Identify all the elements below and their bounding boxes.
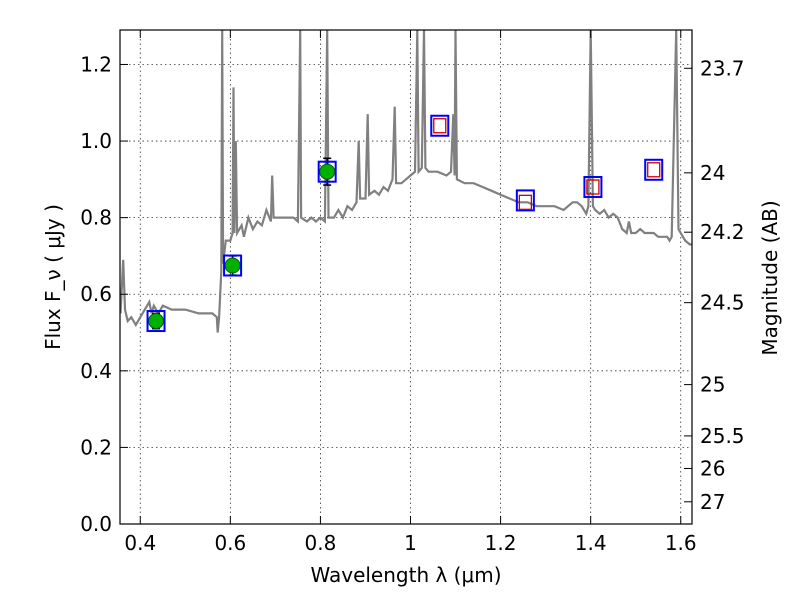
model-photometry-box xyxy=(430,114,450,137)
right-tick-label: 25 xyxy=(700,373,725,397)
axis-ticks: 0.4 0.6 0.8 1 1.2 1.4 1.6 0.0 0.2 0.4 0.6 0.8 1.0 1.2… xyxy=(80,30,745,555)
y-tick-label: 0.0 xyxy=(80,512,112,536)
x-tick-label: 1.2 xyxy=(485,531,517,555)
model-photometry-box xyxy=(317,160,337,183)
y-tick-label: 1.2 xyxy=(80,52,112,76)
right-tick-label: 25.5 xyxy=(700,424,745,448)
y-tick-label: 1.0 xyxy=(80,129,112,153)
measured-point xyxy=(148,313,165,330)
model-spectrum xyxy=(120,30,692,333)
right-tick-label: 24 xyxy=(700,161,725,185)
measured-point xyxy=(224,257,241,274)
upper-limit-box xyxy=(586,179,600,195)
model-photometry-box xyxy=(146,310,166,333)
right-axis-label: Magnitude (AB) xyxy=(758,200,782,355)
y-tick-label: 0.2 xyxy=(80,435,112,459)
right-tick-label: 27 xyxy=(700,490,725,514)
y-tick-label: 0.4 xyxy=(80,359,112,383)
x-tick-label: 1 xyxy=(404,531,417,555)
spectrum-line xyxy=(120,30,692,333)
measured-point xyxy=(319,163,336,180)
right-tick-label: 24.2 xyxy=(700,220,745,244)
model-photometry-box xyxy=(583,176,603,199)
model-photometry-box xyxy=(223,254,243,277)
upper-limit-box xyxy=(647,162,661,178)
x-tick-label: 0.6 xyxy=(214,531,246,555)
photometry-points xyxy=(146,114,664,333)
y-tick-label: 0.8 xyxy=(80,206,112,230)
upper-limit-box xyxy=(433,118,447,134)
x-tick-label: 1.6 xyxy=(665,531,697,555)
y-axis-label: Flux F_ν ( μJy ) xyxy=(41,204,65,350)
grid xyxy=(120,30,692,524)
right-tick-label: 23.7 xyxy=(700,56,745,80)
x-tick-label: 1.4 xyxy=(575,531,607,555)
upper-limit-box xyxy=(518,194,533,210)
plot-frame xyxy=(119,29,693,525)
right-tick-label: 26 xyxy=(700,456,725,480)
right-tick-label: 24.5 xyxy=(700,291,745,315)
model-photometry-box xyxy=(644,158,664,181)
x-tick-label: 0.4 xyxy=(124,531,156,555)
y-tick-label: 0.6 xyxy=(80,282,112,306)
x-tick-label: 0.8 xyxy=(305,531,337,555)
model-photometry-box xyxy=(515,189,535,212)
x-axis-label: Wavelength λ (μm) xyxy=(310,563,501,587)
